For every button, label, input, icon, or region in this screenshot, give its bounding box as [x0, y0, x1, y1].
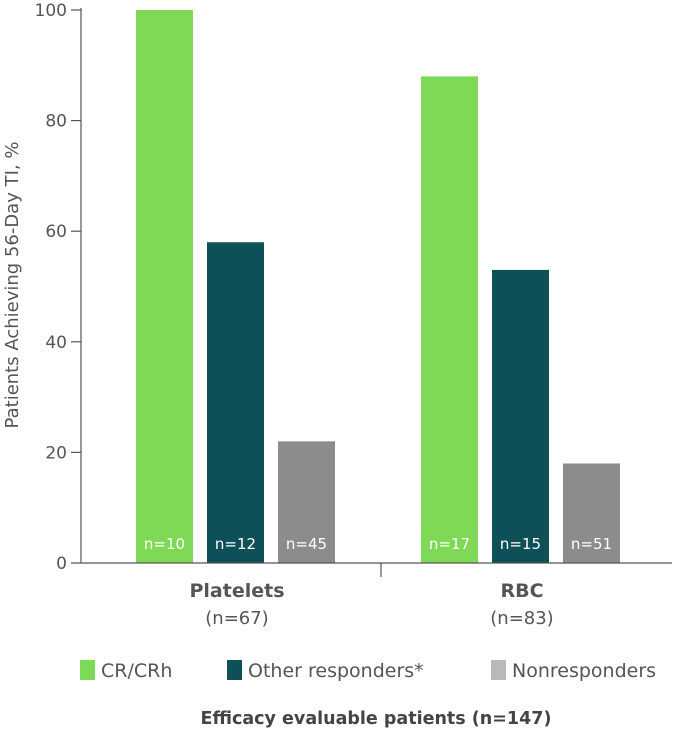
- category-label: RBC: [500, 580, 543, 602]
- x-axis-label: Efficacy evaluable patients (n=147): [201, 709, 552, 729]
- y-axis: 0 20 40 60 80 100: [35, 1, 82, 574]
- bar-n-label: n=45: [286, 535, 327, 553]
- y-tick-label: 40: [45, 333, 67, 353]
- category-sublabel: (n=83): [490, 608, 553, 629]
- legend-swatch: [491, 660, 506, 680]
- x-axis: Platelets (n=67) RBC (n=83): [81, 562, 672, 629]
- bar: [207, 242, 264, 563]
- bar: [563, 463, 620, 563]
- category-sublabel: (n=67): [205, 608, 268, 629]
- legend-label: CR/CRh: [101, 660, 172, 682]
- bar-n-label: n=15: [500, 535, 541, 553]
- bar-n-label: n=12: [215, 535, 256, 553]
- y-axis-label: Patients Achieving 56-Day TI, %: [2, 142, 23, 429]
- bar-n-label: n=17: [429, 535, 470, 553]
- legend-swatch: [227, 660, 242, 680]
- bar-n-label: n=10: [144, 535, 185, 553]
- y-tick-label: 0: [56, 554, 67, 574]
- bar: [278, 441, 335, 563]
- y-tick-label: 60: [45, 222, 67, 242]
- legend: CR/CRh Other responders* Nonresponders: [80, 660, 656, 682]
- legend-swatch: [80, 660, 95, 680]
- legend-label: Other responders*: [248, 660, 424, 682]
- y-tick-label: 20: [45, 443, 67, 463]
- bar: [421, 76, 478, 564]
- y-tick-label: 80: [45, 112, 67, 132]
- bar-n-label: n=51: [571, 535, 612, 553]
- y-tick-label: 100: [35, 1, 67, 21]
- bar: [492, 269, 549, 563]
- legend-label: Nonresponders: [512, 660, 656, 682]
- bars-group: n=10 n=12 n=45 n=17 n=15 n=51: [136, 10, 620, 564]
- bar: [136, 10, 193, 563]
- category-label: Platelets: [189, 580, 284, 602]
